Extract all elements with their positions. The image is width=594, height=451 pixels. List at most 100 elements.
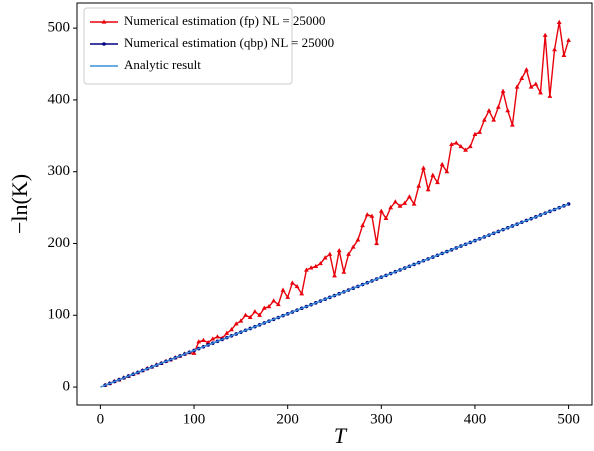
marker — [388, 204, 394, 210]
legend-marker — [101, 19, 107, 24]
marker — [294, 283, 300, 289]
marker — [458, 143, 464, 149]
marker — [411, 201, 417, 206]
y-tick-label: 400 — [48, 91, 71, 107]
marker — [435, 179, 440, 185]
marker — [308, 265, 314, 270]
marker — [542, 32, 548, 37]
marker — [514, 84, 520, 89]
marker — [421, 165, 426, 170]
x-tick-label: 400 — [464, 411, 487, 427]
legend-label: Numerical estimation (qbp) NL = 25000 — [124, 35, 334, 50]
marker — [355, 237, 361, 242]
marker — [205, 339, 211, 345]
marker — [425, 187, 431, 192]
marker — [453, 140, 459, 145]
marker — [289, 280, 295, 285]
marker — [561, 52, 567, 58]
marker — [336, 248, 342, 253]
y-tick-label: 100 — [48, 307, 71, 323]
marker — [481, 117, 487, 122]
x-axis-label: T — [334, 423, 348, 448]
marker — [495, 104, 501, 109]
marker — [327, 251, 333, 256]
marker — [463, 147, 468, 152]
marker — [477, 129, 483, 134]
marker — [280, 287, 286, 292]
marker — [271, 298, 277, 303]
marker — [318, 260, 323, 266]
marker — [407, 194, 412, 199]
x-tick-label: 500 — [557, 411, 580, 427]
y-tick-label: 200 — [48, 235, 71, 251]
marker — [350, 244, 356, 249]
marker — [261, 305, 267, 310]
y-tick-label: 300 — [48, 163, 71, 179]
y-tick-label: 0 — [63, 378, 71, 394]
marker — [304, 267, 309, 272]
x-tick-label: 200 — [276, 411, 299, 427]
legend: Numerical estimation (fp) NL = 25000 Nume… — [83, 7, 334, 85]
marker — [528, 84, 534, 89]
marker — [486, 108, 492, 113]
marker — [313, 263, 319, 269]
marker — [210, 336, 216, 341]
marker — [430, 172, 436, 177]
y-axis-label: −ln(K) — [7, 174, 32, 234]
marker — [224, 330, 230, 335]
x-tick-label: 100 — [183, 411, 206, 427]
series-line — [100, 203, 569, 388]
marker — [233, 321, 239, 326]
marker — [500, 88, 506, 93]
marker — [444, 169, 450, 174]
marker — [505, 108, 511, 113]
marker — [257, 312, 262, 317]
x-tick-label: 300 — [370, 411, 393, 427]
marker — [341, 269, 347, 274]
marker — [299, 291, 305, 296]
y-tick-label: 500 — [48, 20, 71, 36]
marker — [472, 131, 478, 136]
marker — [556, 19, 562, 24]
legend-marker — [102, 42, 106, 46]
marker — [229, 327, 234, 332]
marker — [196, 339, 202, 344]
marker — [538, 90, 543, 95]
marker — [243, 312, 248, 317]
marker — [547, 93, 553, 98]
marker — [402, 200, 408, 205]
marker — [392, 199, 398, 204]
marker — [369, 213, 375, 218]
marker — [449, 141, 454, 147]
legend-label: Numerical estimation (fp) NL = 25000 — [124, 13, 325, 28]
marker — [252, 309, 258, 314]
marker — [332, 273, 337, 278]
legend-box — [83, 7, 293, 85]
marker — [374, 240, 380, 246]
marker — [533, 81, 539, 86]
marker — [397, 203, 403, 208]
marker — [378, 208, 384, 213]
x-tick-label: 0 — [97, 411, 105, 427]
marker — [364, 212, 370, 217]
marker — [322, 255, 328, 260]
marker — [360, 222, 365, 228]
marker — [215, 334, 220, 339]
marker — [247, 314, 253, 320]
marker — [191, 350, 197, 355]
marker — [201, 337, 206, 342]
marker — [566, 37, 571, 42]
marker — [552, 47, 557, 52]
marker — [416, 183, 422, 188]
marker — [275, 301, 281, 307]
plot — [100, 19, 571, 388]
marker — [238, 318, 244, 323]
marker — [467, 143, 473, 149]
plot-frame — [76, 2, 593, 406]
marker — [285, 294, 291, 299]
marker — [519, 75, 525, 80]
marker — [524, 67, 529, 72]
marker — [383, 215, 389, 220]
marker — [491, 117, 497, 122]
